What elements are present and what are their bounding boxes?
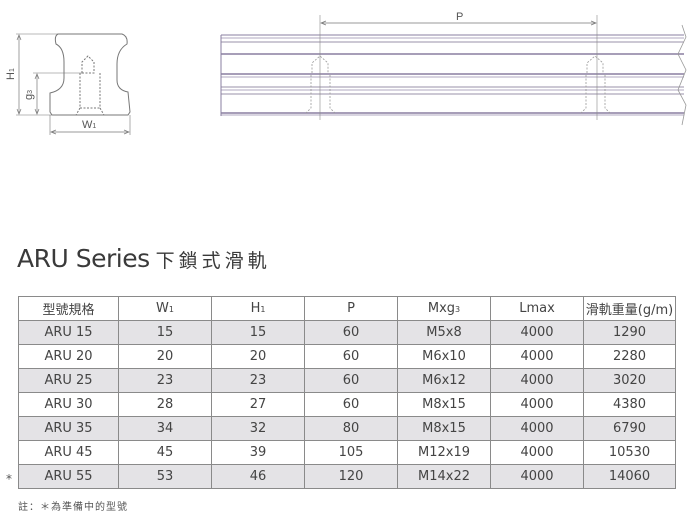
table-cell: 60 (304, 392, 398, 417)
table-cell: 14060 (583, 464, 676, 489)
column-header-label: Mxg (427, 301, 456, 316)
table-cell: M6x12 (397, 368, 491, 393)
table-cell: M8x15 (397, 416, 491, 441)
column-header: Lmax (490, 296, 584, 321)
table-cell: 6790 (583, 416, 676, 441)
table-cell: 4000 (490, 368, 584, 393)
column-header: P (304, 296, 398, 321)
w1-label: W1 (82, 119, 96, 131)
table-cell: M12x19 (397, 440, 491, 465)
pitch-label: P (456, 11, 463, 23)
table-row: ARU 45 45 39 105 M12x19 4000 10530 (18, 440, 676, 465)
table-cell: 4000 (490, 344, 584, 369)
h1-label: H1 (5, 68, 17, 80)
column-header-subscript: 1 (260, 305, 266, 314)
column-header: H1 (211, 296, 305, 321)
table-cell: 4000 (490, 440, 584, 465)
table-row: ARU 55 53 46 120 M14x22 4000 14060 (18, 464, 676, 489)
table-cell: 4000 (490, 416, 584, 441)
table-cell: 10530 (583, 440, 676, 465)
column-header-label: Lmax (519, 301, 555, 316)
rail-drawing: H1 g3 W1 P (5, 11, 687, 135)
table-cell: 23 (118, 368, 212, 393)
series-name: ARU Series (17, 244, 150, 273)
table-cell: 15 (118, 320, 212, 345)
table-cell: 1290 (583, 320, 676, 345)
table-cell: ARU 20 (18, 344, 119, 369)
table-row: ARU 15 15 15 60 M5x8 4000 1290 (18, 320, 676, 345)
column-header-label: W (156, 301, 169, 316)
table-cell: ARU 15 (18, 320, 119, 345)
table-cell: ARU 55 (18, 464, 119, 489)
table-cell: ARU 45 (18, 440, 119, 465)
table-row: ARU 20 20 20 60 M6x10 4000 2280 (18, 344, 676, 369)
table-cell: 23 (211, 368, 305, 393)
column-header: Mxg3 (397, 296, 491, 321)
table-cell: 27 (211, 392, 305, 417)
table-header-row: 型號規格 W1 H1 P Mxg3 Lmax 滑軌重量(g/m) (18, 296, 676, 321)
g3-label: g3 (23, 90, 35, 100)
table-cell: 45 (118, 440, 212, 465)
table-cell: 46 (211, 464, 305, 489)
table-cell: 20 (211, 344, 305, 369)
column-header: 滑軌重量(g/m) (583, 296, 676, 321)
column-header-label: 滑軌重量(g/m) (585, 303, 674, 318)
table-cell: 53 (118, 464, 212, 489)
column-header-subscript: 3 (455, 305, 461, 314)
table-row: ARU 30 28 27 60 M8x15 4000 4380 (18, 392, 676, 417)
preparing-marker: * (6, 472, 12, 486)
footnote: 註：＊為準備中的型號 (18, 502, 128, 513)
table-cell: M5x8 (397, 320, 491, 345)
table-cell: 2280 (583, 344, 676, 369)
table-row: ARU 25 23 23 60 M6x12 4000 3020 (18, 368, 676, 393)
table-cell: 4000 (490, 392, 584, 417)
table-cell: ARU 35 (18, 416, 119, 441)
table-cell: 60 (304, 320, 398, 345)
spec-table: 型號規格 W1 H1 P Mxg3 Lmax 滑軌重量(g/m) ARU 15 15 15 60 M… (18, 296, 676, 489)
table-cell: 39 (211, 440, 305, 465)
table-cell: 34 (118, 416, 212, 441)
table-cell: M8x15 (397, 392, 491, 417)
table-cell: M14x22 (397, 464, 491, 489)
table-cell: 60 (304, 368, 398, 393)
table-cell: 4000 (490, 464, 584, 489)
column-header-subscript: 1 (168, 305, 174, 314)
table-cell: 4000 (490, 320, 584, 345)
table-cell: 80 (304, 416, 398, 441)
table-cell: 20 (118, 344, 212, 369)
table-cell: ARU 30 (18, 392, 119, 417)
rail-side-view (220, 15, 687, 126)
table-cell: 105 (304, 440, 398, 465)
series-chinese-name: 下鎖式滑軌 (155, 250, 271, 272)
column-header: 型號規格 (18, 296, 119, 321)
table-row: ARU 35 34 32 80 M8x15 4000 6790 (18, 416, 676, 441)
table-cell: 120 (304, 464, 398, 489)
column-header: W1 (118, 296, 212, 321)
table-cell: 4380 (583, 392, 676, 417)
column-header-label: H (250, 301, 261, 316)
table-cell: 32 (211, 416, 305, 441)
cross-section-profile (16, 33, 131, 135)
table-cell: 28 (118, 392, 212, 417)
column-header-label: P (347, 301, 355, 316)
page-title: ARU Series 下鎖式滑軌 (17, 244, 271, 273)
table-cell: 3020 (583, 368, 676, 393)
column-header-label: 型號規格 (42, 303, 95, 318)
table-cell: M6x10 (397, 344, 491, 369)
table-cell: ARU 25 (18, 368, 119, 393)
table-cell: 60 (304, 344, 398, 369)
table-cell: 15 (211, 320, 305, 345)
